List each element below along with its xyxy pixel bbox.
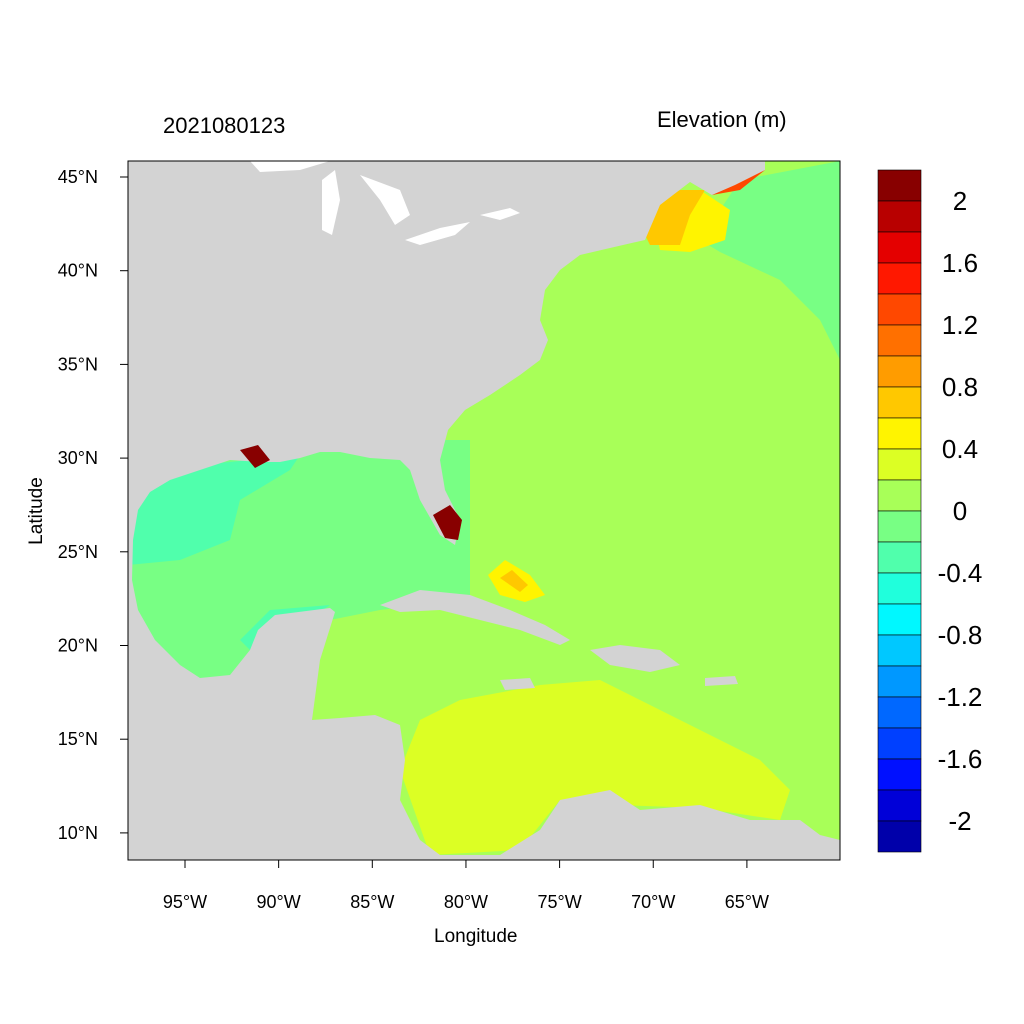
y-ticks: 45°N 40°N 35°N 30°N 25°N 20°N 15°N 10°N <box>58 167 128 843</box>
plot-title-variable: Elevation (m) <box>657 107 787 132</box>
y-tick-label: 30°N <box>58 448 98 468</box>
y-tick-label: 15°N <box>58 729 98 749</box>
colorbar-label: -1.2 <box>938 682 983 712</box>
colorbar-swatch <box>877 634 922 667</box>
colorbar-swatch <box>877 169 922 202</box>
plot-title-date: 2021080123 <box>163 113 286 138</box>
x-tick-label: 95°W <box>163 892 207 912</box>
cuba <box>380 590 570 645</box>
gulf-of-maine-orange <box>635 190 705 245</box>
lake-superior <box>250 161 330 172</box>
colorbar-swatch <box>877 324 922 357</box>
colorbar-swatch <box>877 448 922 481</box>
colorbar-label: 0.8 <box>942 372 978 402</box>
hispaniola <box>590 645 680 672</box>
y-tick-label: 45°N <box>58 167 98 187</box>
lake-huron <box>360 175 410 225</box>
caribbean-south-region <box>400 680 790 855</box>
colorbar-swatch <box>877 820 922 853</box>
colorbar-label: 0.4 <box>942 434 978 464</box>
colorbar-label: 1.6 <box>942 248 978 278</box>
colorbar-swatch <box>877 696 922 729</box>
colorbar-label: -1.6 <box>938 744 983 774</box>
puerto-rico <box>705 676 738 686</box>
colorbar: 2 1.6 1.2 0.8 0.4 0 -0.4 -0.8 -1.2 -1.6 -2 <box>877 169 983 853</box>
colorbar-label: -0.8 <box>938 620 983 650</box>
colorbar-swatch <box>877 479 922 512</box>
colorbar-swatch <box>877 231 922 264</box>
gulf-nw-region <box>128 455 300 565</box>
y-axis-label: Latitude <box>26 477 47 545</box>
colorbar-swatch <box>877 262 922 295</box>
louisiana-surge <box>240 445 270 468</box>
lake-erie <box>405 222 470 245</box>
colorbar-swatch <box>877 417 922 450</box>
y-tick-label: 25°N <box>58 542 98 562</box>
colorbar-swatch <box>877 293 922 326</box>
lake-ontario <box>480 208 520 220</box>
colorbar-label: 1.2 <box>942 310 978 340</box>
y-tick-label: 35°N <box>58 354 98 374</box>
north-america-land <box>128 161 840 860</box>
colorbar-swatch <box>877 355 922 388</box>
colorbar-swatch <box>877 603 922 636</box>
colorbar-swatch <box>877 665 922 698</box>
map-panel <box>128 161 840 860</box>
x-tick-label: 70°W <box>631 892 675 912</box>
colorbar-swatch <box>877 572 922 605</box>
lake-michigan <box>322 170 340 235</box>
plot-frame <box>127 160 841 861</box>
colorbar-label: -2 <box>948 806 971 836</box>
colorbar-swatch <box>877 541 922 574</box>
ne-atlantic-region <box>700 161 840 360</box>
colorbar-swatch <box>877 386 922 419</box>
x-tick-label: 80°W <box>444 892 488 912</box>
colorbar-swatch <box>877 789 922 822</box>
florida-surge <box>433 505 462 540</box>
colorbar-swatch <box>877 510 922 543</box>
colorbar-label: 0 <box>953 496 967 526</box>
x-tick-label: 85°W <box>350 892 394 912</box>
colorbar-label: -0.4 <box>938 558 983 588</box>
x-ticks: 95°W 90°W 85°W 80°W 75°W 70°W 65°W <box>163 860 769 912</box>
bahamas-orange <box>500 570 528 592</box>
x-tick-label: 90°W <box>257 892 301 912</box>
y-tick-label: 40°N <box>58 261 98 281</box>
colorbar-swatch <box>877 200 922 233</box>
x-tick-label: 65°W <box>725 892 769 912</box>
y-tick-label: 20°N <box>58 636 98 656</box>
colorbar-swatch <box>877 758 922 791</box>
y-tick-label: 10°N <box>58 823 98 843</box>
x-tick-label: 75°W <box>537 892 581 912</box>
colorbar-label: 2 <box>953 186 967 216</box>
colorbar-swatch <box>877 727 922 760</box>
jamaica <box>500 678 535 690</box>
x-axis-label: Longitude <box>434 926 518 947</box>
